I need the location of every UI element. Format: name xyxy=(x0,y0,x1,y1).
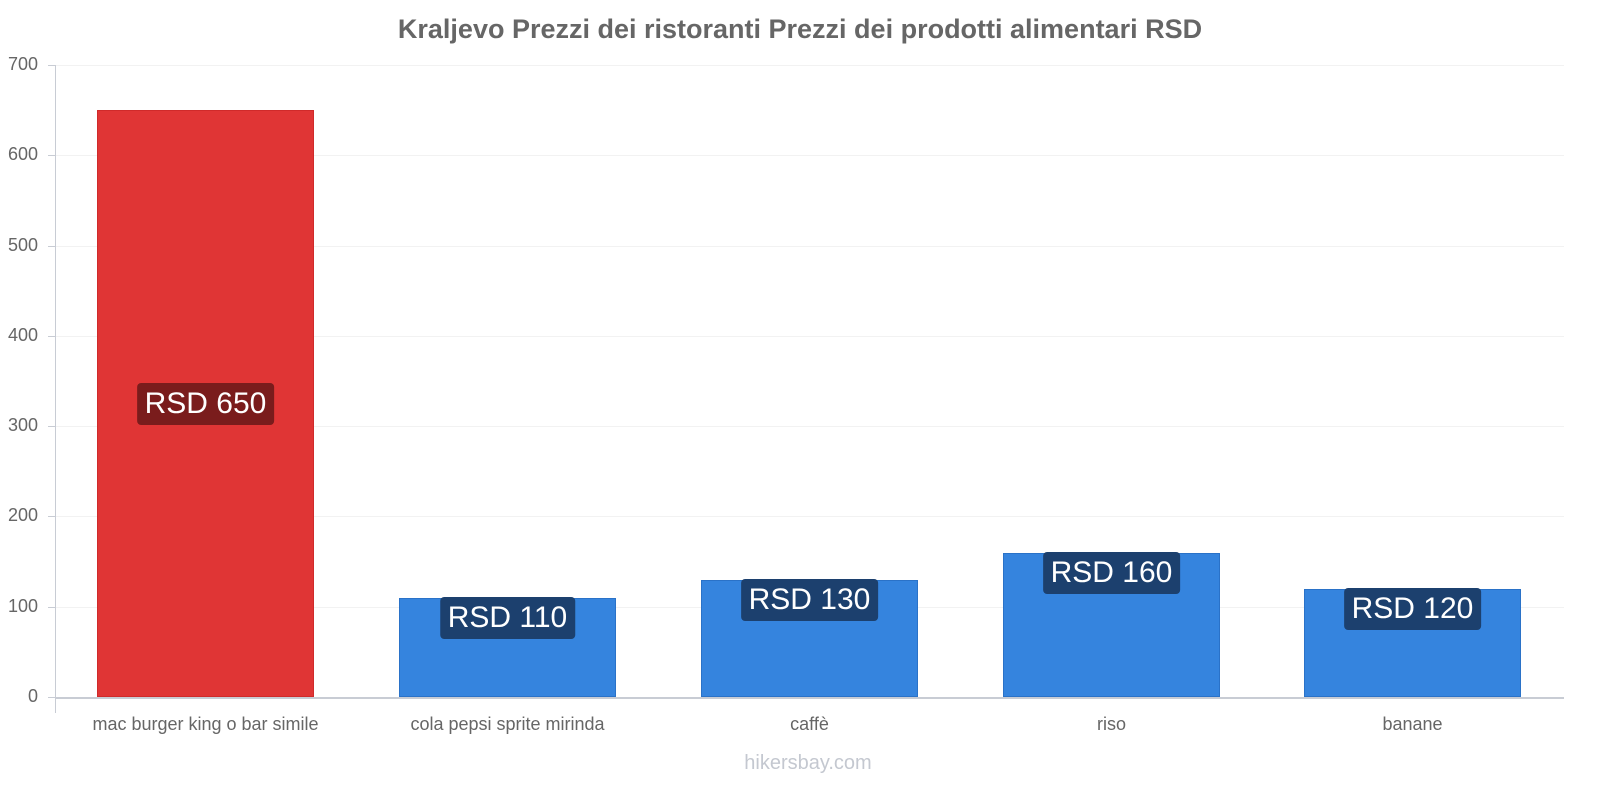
x-axis-label: caffè xyxy=(790,714,829,734)
gridline xyxy=(56,426,1564,428)
y-axis-label: 100 xyxy=(7,595,38,616)
gridline xyxy=(56,155,1564,157)
gridline xyxy=(56,335,1564,337)
chart-title: Kraljevo Prezzi dei ristoranti Prezzi de… xyxy=(397,14,1203,44)
bar-value-label: RSD 160 xyxy=(1042,551,1181,594)
gridline xyxy=(56,245,1564,247)
y-axis-label: 400 xyxy=(7,324,38,345)
gridline xyxy=(56,65,1564,66)
y-axis-label: 700 xyxy=(7,54,38,74)
y-tick xyxy=(48,155,55,157)
y-tick xyxy=(48,516,55,518)
x-axis xyxy=(56,697,1564,699)
y-tick xyxy=(48,697,55,698)
bar-value-label: RSD 120 xyxy=(1343,587,1482,630)
x-axis-label: riso xyxy=(1096,714,1126,734)
y-axis-label: 0 xyxy=(27,686,38,706)
y-axis xyxy=(55,65,56,713)
x-axis-label: cola pepsi sprite mirinda xyxy=(410,714,605,734)
y-axis-label: 200 xyxy=(7,505,38,526)
y-tick xyxy=(48,426,55,428)
y-tick xyxy=(48,606,55,608)
watermark: hikersbay.com xyxy=(744,752,872,774)
y-tick xyxy=(48,65,55,66)
y-axis-label: 500 xyxy=(7,234,38,255)
y-axis-label: 300 xyxy=(7,415,38,436)
y-axis-label: 600 xyxy=(7,144,38,165)
bar-value-label: RSD 650 xyxy=(136,382,275,425)
gridline xyxy=(56,516,1564,518)
bar-value-label: RSD 110 xyxy=(439,596,576,639)
y-tick xyxy=(48,335,55,337)
y-tick xyxy=(48,245,55,247)
x-axis-label: mac burger king o bar simile xyxy=(92,714,319,734)
x-axis-label: banane xyxy=(1382,714,1443,734)
bar-value-label: RSD 130 xyxy=(740,578,879,621)
